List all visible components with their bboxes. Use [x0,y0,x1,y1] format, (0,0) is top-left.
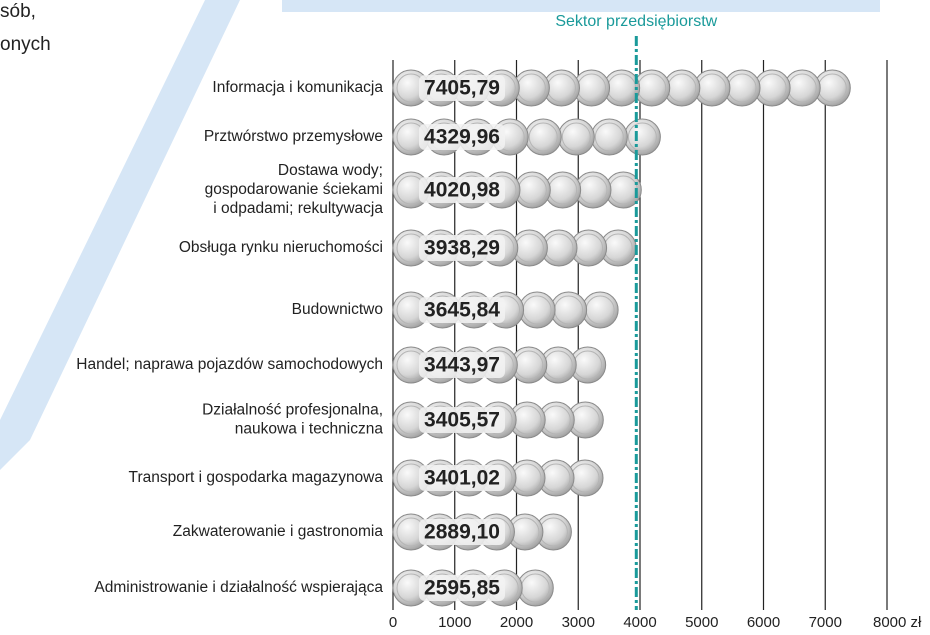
category-label: Handel; naprawa pojazdów samochodowych [76,356,383,373]
x-tick-label: 2000 [500,614,533,631]
value-label: 3401,02 [424,467,500,490]
category-label: Obsługa rynku nieruchomości [179,239,383,256]
x-tick-label: 7000 [809,614,842,631]
category-label: Informacja i komunikacja [212,79,383,96]
value-label: 4020,98 [424,179,500,202]
category-label: Działalność profesjonalna,naukowa i tech… [202,402,383,438]
decor-band [0,0,240,470]
header-band [282,0,880,12]
value-label: 7405,79 [424,77,500,100]
coin [582,292,618,328]
category-label: Zakwaterowanie i gastronomia [173,523,384,540]
coin [551,292,587,328]
value-label: 3443,97 [424,354,500,377]
x-tick-label: 1000 [438,614,471,631]
value-label: 2595,85 [424,577,500,600]
category-label: Administrowanie i działalność wspierając… [94,579,383,596]
chart: sób, onych 0 1000 2000 3000 4000 5000 6000 7000… [0,0,930,635]
category-label: Prztwórstwo przemysłowe [204,128,383,145]
x-tick-label: 8000 zł [873,614,922,631]
x-tick-label: 6000 [747,614,780,631]
coin [624,119,660,155]
fragment: onych [0,34,51,55]
reference-label: Sektor przedsiębiorstw [555,13,717,30]
value-label: 3405,57 [424,409,500,432]
value-label: 3645,84 [424,299,500,322]
value-label: 4329,96 [424,126,500,149]
x-tick-label: 4000 [623,614,656,631]
coin [525,119,561,155]
category-label: Transport i gospodarka magazynowa [129,469,384,486]
coin [591,119,627,155]
category-label: Budownictwo [292,301,383,318]
coin [558,119,594,155]
x-tick-label: 5000 [685,614,718,631]
value-label: 3938,29 [424,237,500,260]
value-label: 2889,10 [424,521,500,544]
fragment: sób, [0,1,36,22]
x-tick-label: 0 [389,614,397,631]
coin [519,292,555,328]
x-tick-label: 3000 [562,614,595,631]
